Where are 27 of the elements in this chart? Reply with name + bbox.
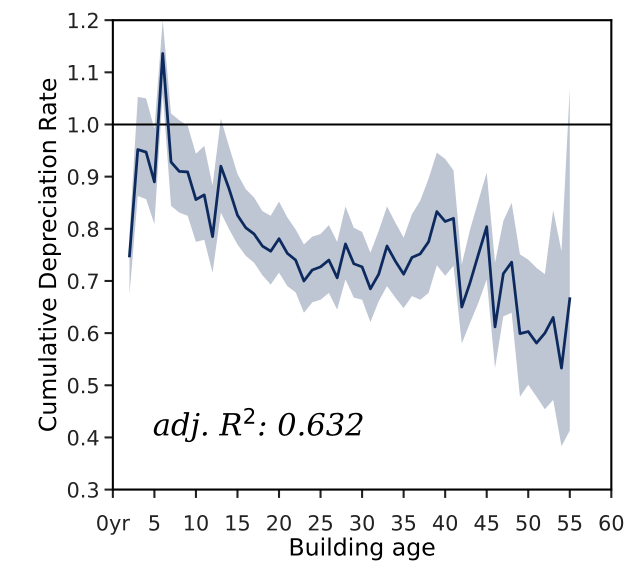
y-tick-label: 0.9: [68, 169, 98, 185]
y-tick-label: 0.3: [68, 482, 98, 498]
x-tick-label: 5: [149, 515, 160, 531]
y-tick-label: 0.8: [68, 221, 98, 238]
x-tick-label: 25: [308, 514, 332, 531]
annotation: adj. R$^{2}$: 0.632: [154, 408, 362, 442]
y-tick-label: 1.0: [68, 116, 98, 133]
y-tick-label: 0.6: [68, 326, 98, 342]
line-series: [128, 52, 572, 370]
x-tick-label: 45: [474, 515, 498, 531]
y-axis-title: Cumulative Depreciation Rate: [38, 78, 61, 431]
x-tick-label: 60: [600, 514, 624, 531]
x-tick-label: 30: [350, 514, 374, 531]
x-tick-label: 35: [392, 514, 416, 531]
x-tick-label: 40: [432, 514, 458, 531]
x-tick-label: 0yr: [97, 514, 130, 535]
x-tick-label: 10: [184, 514, 208, 531]
y-tick-label: 0.4: [68, 430, 98, 446]
y-tick-label: 0.5: [68, 378, 98, 394]
x-axis-title: Building age: [290, 538, 434, 560]
y-tick-label: 1.1: [68, 65, 98, 80]
x-tick-label: 55: [558, 515, 582, 531]
y-tick-label: 0.7: [68, 273, 98, 290]
x-tick-label: 15: [226, 515, 249, 531]
x-tick-label: 50: [516, 514, 540, 531]
y-tick-label: 1.2: [68, 12, 98, 28]
x-tick-label: 20: [267, 514, 291, 531]
